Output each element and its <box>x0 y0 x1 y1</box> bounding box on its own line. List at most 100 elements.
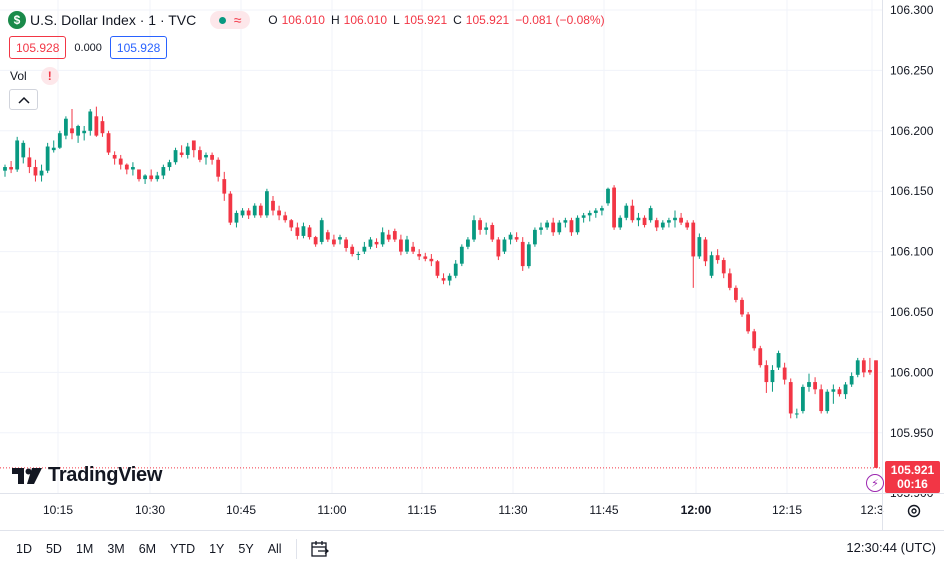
candle-body <box>246 210 251 216</box>
bottom-toolbar: 1D 5D 1M 3M 6M YTD 1Y 5Y All 12:30:44 (U… <box>0 530 944 566</box>
price-chart[interactable]: 106.300 106.250 106.200 106.150 106.100 106.0… <box>0 0 944 530</box>
candle-body <box>569 220 574 233</box>
candle-body <box>612 187 616 228</box>
range-ytd-button[interactable]: YTD <box>170 541 196 556</box>
candle-body <box>533 229 537 245</box>
time-axis-tick: 11:00 <box>317 503 346 517</box>
warning-icon[interactable]: ! <box>40 67 59 85</box>
candle-body <box>149 175 154 180</box>
candle-body <box>374 241 379 245</box>
candle-body <box>490 225 495 240</box>
range-all-button[interactable]: All <box>267 541 282 556</box>
candle-body <box>740 299 744 315</box>
candle-body <box>191 140 196 151</box>
candle-body <box>399 239 403 252</box>
chevron-up-icon <box>17 96 30 104</box>
market-open-dot-icon <box>219 16 227 24</box>
volume-indicator-legend[interactable]: Vol ! <box>10 67 59 85</box>
candle-body <box>338 237 342 240</box>
range-6m-button[interactable]: 6M <box>138 541 157 556</box>
candle-body <box>362 246 367 252</box>
high-value: 106.010 <box>343 13 388 27</box>
candle-body <box>819 389 824 412</box>
candle-body <box>691 222 696 257</box>
high-key: H <box>330 13 340 27</box>
candle-body <box>204 154 208 158</box>
utc-clock[interactable]: 12:30:44 (UTC) <box>846 540 936 555</box>
range-1m-button[interactable]: 1M <box>75 541 94 556</box>
candle-body <box>776 353 781 368</box>
brand-name: TradingView <box>48 464 163 486</box>
candle-body <box>843 384 848 395</box>
price-axis-tick: 106.050 <box>890 305 934 319</box>
candle-body <box>252 205 257 216</box>
buy-button[interactable]: 105.928 <box>109 36 168 59</box>
range-5y-button[interactable]: 5Y <box>238 541 254 556</box>
candle-body <box>459 246 464 264</box>
candle-body <box>551 222 556 233</box>
go-to-date-button[interactable] <box>309 538 331 560</box>
chart-settings-gear-icon[interactable] <box>905 502 923 520</box>
candle-body <box>715 255 720 261</box>
candle-body <box>801 386 805 412</box>
sell-button[interactable]: 105.928 <box>9 36 67 59</box>
candle-body <box>198 150 202 160</box>
candle-body <box>618 217 623 228</box>
time-axis-tick: 10:45 <box>226 503 256 517</box>
candle-body <box>228 193 233 223</box>
candle-body <box>539 227 543 230</box>
price-axis-tick: 106.100 <box>890 245 934 259</box>
candle-body <box>667 220 671 223</box>
candle-body <box>721 260 726 274</box>
range-1y-button[interactable]: 1Y <box>209 541 225 556</box>
candle-body <box>240 210 245 216</box>
candle-body <box>813 382 817 390</box>
volume-label[interactable]: Vol <box>10 69 27 83</box>
price-axis-tick: 106.150 <box>890 184 934 198</box>
candle-body <box>295 227 300 236</box>
symbol-title[interactable]: U.S. Dollar Index · 1 · TVC <box>30 12 197 28</box>
candle-body <box>545 222 549 228</box>
candle-body <box>57 133 62 148</box>
candle-body <box>289 220 294 228</box>
candle-body <box>654 220 659 228</box>
candle-body <box>356 254 361 256</box>
chart-area[interactable]: 106.300 106.250 106.200 106.150 106.100 106.0… <box>0 0 944 530</box>
toolbar-divider <box>295 538 297 559</box>
spread-value: 0.000 <box>74 41 102 54</box>
time-axis-tick: 11:30 <box>498 503 527 517</box>
candle-body <box>758 348 763 366</box>
candle-body <box>39 170 44 176</box>
candle-body <box>21 142 26 158</box>
change-value: −0.081 (−0.08%) <box>515 13 605 27</box>
candle-body <box>167 162 172 168</box>
candle-body <box>258 205 263 216</box>
time-axis-tick: 12:3 <box>860 503 884 517</box>
candle-body <box>642 217 647 226</box>
candle-body <box>155 175 160 180</box>
market-status-badge[interactable]: ≈ <box>210 11 251 29</box>
time-axis-tick: 10:15 <box>43 503 73 517</box>
candle-body <box>794 413 799 415</box>
time-axis-tick: 12:00 <box>681 503 712 517</box>
candle-body <box>435 261 440 276</box>
tradingview-logo[interactable]: TradingView <box>12 464 162 487</box>
collapse-legend-button[interactable] <box>9 89 38 110</box>
candle-body <box>807 382 811 387</box>
candle-body <box>277 210 281 216</box>
price-axis-tick: 106.250 <box>890 63 934 77</box>
range-1d-button[interactable]: 1D <box>16 541 32 556</box>
candle-body <box>332 239 336 245</box>
candle-body <box>9 167 13 170</box>
candle-body <box>648 208 653 221</box>
candle-body <box>143 175 147 180</box>
open-key: O <box>268 13 278 27</box>
candle-body <box>466 239 470 247</box>
range-5d-button[interactable]: 5D <box>45 541 62 556</box>
candle-body <box>386 234 391 240</box>
candle-body <box>782 367 787 380</box>
range-3m-button[interactable]: 3M <box>107 541 125 556</box>
candle-body <box>709 255 714 276</box>
candle-body <box>112 154 117 159</box>
lightning-icon[interactable]: ⚡ <box>866 474 884 492</box>
